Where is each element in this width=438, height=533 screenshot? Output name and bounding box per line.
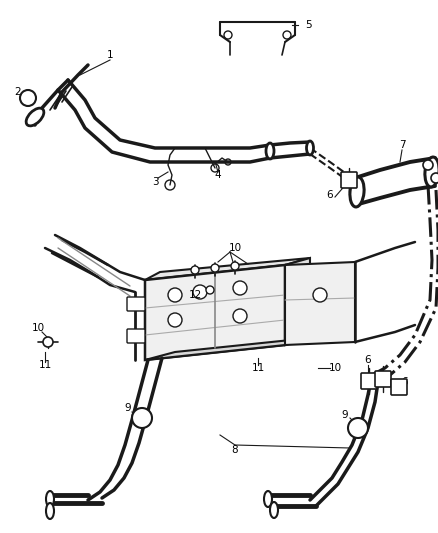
- Ellipse shape: [425, 157, 438, 187]
- FancyBboxPatch shape: [361, 373, 377, 389]
- Circle shape: [43, 337, 53, 347]
- Text: 3: 3: [152, 177, 158, 187]
- Text: 6: 6: [327, 190, 333, 200]
- Circle shape: [233, 309, 247, 323]
- FancyBboxPatch shape: [375, 371, 391, 387]
- Ellipse shape: [307, 141, 314, 155]
- Ellipse shape: [46, 491, 54, 507]
- Circle shape: [348, 418, 368, 438]
- Text: 4: 4: [215, 170, 221, 180]
- Polygon shape: [145, 258, 310, 280]
- Circle shape: [423, 160, 433, 170]
- Ellipse shape: [26, 108, 44, 126]
- Circle shape: [168, 313, 182, 327]
- FancyBboxPatch shape: [391, 379, 407, 395]
- Circle shape: [225, 159, 231, 165]
- Text: 6: 6: [365, 355, 371, 365]
- Text: 9: 9: [125, 403, 131, 413]
- Text: 2: 2: [15, 87, 21, 97]
- Ellipse shape: [350, 177, 364, 207]
- Circle shape: [132, 408, 152, 428]
- Text: 10: 10: [229, 243, 242, 253]
- Circle shape: [191, 266, 199, 274]
- Text: 10: 10: [328, 363, 342, 373]
- Circle shape: [165, 180, 175, 190]
- Circle shape: [193, 285, 207, 299]
- Ellipse shape: [46, 503, 54, 519]
- Text: 8: 8: [232, 445, 238, 455]
- Polygon shape: [145, 338, 310, 360]
- Polygon shape: [145, 265, 285, 360]
- Text: 9: 9: [342, 410, 348, 420]
- FancyBboxPatch shape: [127, 329, 145, 343]
- Text: 7: 7: [399, 140, 405, 150]
- Text: 10: 10: [32, 323, 45, 333]
- Text: 1: 1: [107, 50, 113, 60]
- Text: 12: 12: [188, 290, 201, 300]
- Circle shape: [20, 90, 36, 106]
- Circle shape: [224, 31, 232, 39]
- Circle shape: [211, 264, 219, 272]
- Text: 11: 11: [39, 360, 52, 370]
- Polygon shape: [285, 262, 355, 345]
- Circle shape: [206, 286, 214, 294]
- Circle shape: [313, 288, 327, 302]
- Circle shape: [283, 31, 291, 39]
- Polygon shape: [285, 258, 310, 345]
- Text: 6: 6: [402, 377, 408, 387]
- Circle shape: [168, 288, 182, 302]
- Ellipse shape: [266, 143, 274, 159]
- Ellipse shape: [270, 502, 278, 518]
- Circle shape: [431, 173, 438, 183]
- Circle shape: [211, 164, 219, 172]
- Ellipse shape: [264, 491, 272, 507]
- Circle shape: [231, 262, 239, 270]
- Text: 5: 5: [305, 20, 311, 30]
- FancyBboxPatch shape: [127, 297, 145, 311]
- Circle shape: [233, 281, 247, 295]
- Text: 11: 11: [251, 363, 265, 373]
- FancyBboxPatch shape: [341, 172, 357, 188]
